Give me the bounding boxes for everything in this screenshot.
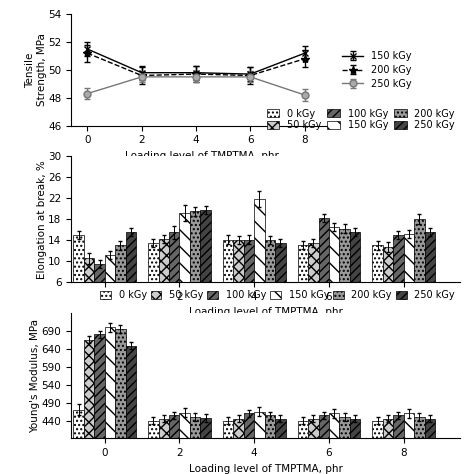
Bar bbox=[414, 417, 425, 474]
Bar bbox=[308, 419, 319, 474]
Bar bbox=[383, 247, 393, 313]
Bar bbox=[126, 346, 136, 474]
Legend: 150 kGy, 200 kGy, 250 kGy: 150 kGy, 200 kGy, 250 kGy bbox=[342, 51, 411, 89]
Bar bbox=[339, 228, 350, 313]
Bar bbox=[329, 227, 339, 313]
Bar bbox=[329, 413, 339, 474]
Bar bbox=[126, 232, 136, 313]
Bar bbox=[73, 235, 84, 313]
Bar bbox=[201, 210, 211, 313]
Bar bbox=[201, 418, 211, 474]
Bar bbox=[404, 234, 414, 313]
Text: (b): (b) bbox=[256, 322, 274, 332]
Bar bbox=[158, 239, 169, 313]
Legend: 0 kGy, 50 kGy, 100 kGy, 150 kGy, 200 kGy, 250 kGy: 0 kGy, 50 kGy, 100 kGy, 150 kGy, 200 kGy… bbox=[100, 290, 455, 300]
Legend: 0 kGy, 50 kGy, 100 kGy, 150 kGy, 200 kGy, 250 kGy: 0 kGy, 50 kGy, 100 kGy, 150 kGy, 200 kGy… bbox=[266, 109, 455, 130]
Bar bbox=[94, 334, 105, 474]
Bar bbox=[148, 243, 158, 313]
Bar bbox=[264, 240, 275, 313]
Bar bbox=[73, 410, 84, 474]
Bar bbox=[94, 264, 105, 313]
Text: (a): (a) bbox=[192, 164, 210, 174]
Bar bbox=[180, 213, 190, 313]
Bar bbox=[350, 232, 360, 313]
Bar bbox=[105, 327, 115, 474]
Bar bbox=[158, 419, 169, 474]
Bar bbox=[233, 419, 244, 474]
Bar bbox=[180, 412, 190, 474]
Bar bbox=[350, 419, 360, 474]
Bar bbox=[393, 235, 404, 313]
Bar bbox=[169, 415, 180, 474]
Y-axis label: Young's Modulus, MPa: Young's Modulus, MPa bbox=[30, 319, 40, 433]
Bar bbox=[383, 419, 393, 474]
Bar bbox=[84, 340, 94, 474]
Bar bbox=[275, 419, 286, 474]
Bar bbox=[372, 420, 383, 474]
Bar bbox=[425, 232, 435, 313]
Bar bbox=[254, 200, 264, 313]
Bar bbox=[148, 420, 158, 474]
X-axis label: Loading level of TMPTMA, phr: Loading level of TMPTMA, phr bbox=[125, 151, 278, 161]
Bar bbox=[233, 240, 244, 313]
Bar bbox=[264, 415, 275, 474]
Bar bbox=[244, 413, 254, 474]
X-axis label: Loading level of TMPTMA, phr: Loading level of TMPTMA, phr bbox=[189, 464, 342, 474]
Y-axis label: Elongation at break, %: Elongation at break, % bbox=[37, 160, 47, 279]
Bar bbox=[319, 415, 329, 474]
Bar bbox=[115, 329, 126, 474]
Bar bbox=[298, 245, 308, 313]
Bar bbox=[169, 232, 180, 313]
Bar bbox=[393, 415, 404, 474]
Bar bbox=[308, 243, 319, 313]
Bar bbox=[244, 240, 254, 313]
Bar bbox=[190, 211, 201, 313]
Bar bbox=[339, 417, 350, 474]
Bar bbox=[404, 413, 414, 474]
Bar bbox=[84, 258, 94, 313]
Bar bbox=[223, 240, 233, 313]
Bar bbox=[414, 219, 425, 313]
Bar bbox=[223, 420, 233, 474]
Y-axis label: Tensile
Strength, MPa: Tensile Strength, MPa bbox=[25, 34, 47, 106]
Bar bbox=[115, 246, 126, 313]
Bar bbox=[319, 218, 329, 313]
Bar bbox=[425, 419, 435, 474]
Bar bbox=[298, 420, 308, 474]
X-axis label: Loading level of TMPTMA, phr: Loading level of TMPTMA, phr bbox=[189, 307, 342, 317]
Bar bbox=[254, 411, 264, 474]
Bar bbox=[372, 246, 383, 313]
Bar bbox=[105, 255, 115, 313]
Bar bbox=[275, 243, 286, 313]
Bar bbox=[190, 417, 201, 474]
